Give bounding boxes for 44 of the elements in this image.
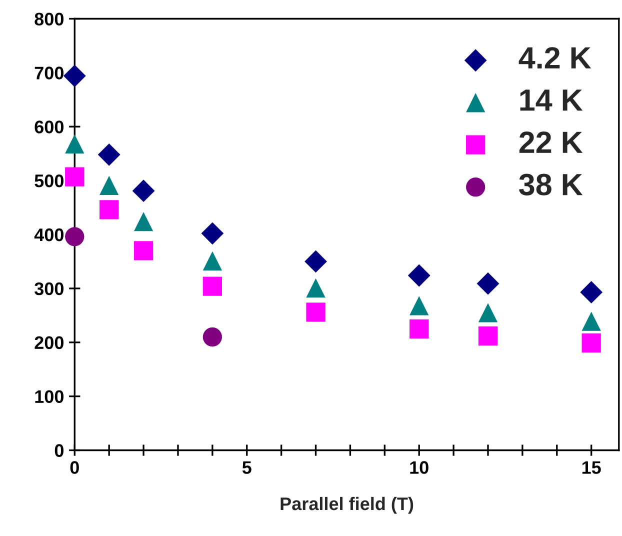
legend-label: 22 K — [519, 132, 583, 153]
legend-label: 38 K — [519, 174, 583, 196]
point — [63, 64, 86, 88]
point — [202, 251, 222, 270]
y-tick-label: 200 — [34, 336, 64, 350]
point — [132, 180, 155, 202]
point — [98, 143, 120, 166]
x-tick-label: 10 — [410, 461, 428, 474]
x-axis-title: Parallel field (T) — [280, 496, 414, 514]
point — [410, 319, 429, 338]
y-tick-label: 600 — [34, 120, 64, 134]
x-tick-label: 0 — [70, 461, 79, 474]
point — [100, 200, 119, 220]
point — [134, 212, 154, 232]
point — [201, 222, 224, 245]
y-tick-label: 0 — [54, 444, 64, 457]
y-tick-label: 700 — [34, 66, 64, 80]
point — [478, 303, 498, 322]
point — [100, 176, 119, 195]
x-tick-label: 5 — [242, 461, 252, 474]
point — [304, 250, 327, 273]
point — [134, 241, 154, 260]
y-tick-label: 300 — [34, 282, 64, 296]
point — [202, 327, 222, 347]
point — [408, 264, 430, 287]
point — [65, 134, 84, 154]
y-tick-label: 500 — [34, 174, 64, 188]
point — [202, 276, 222, 296]
point — [582, 312, 601, 331]
point — [476, 272, 500, 295]
y-tick-label: 100 — [35, 390, 64, 404]
point — [410, 296, 429, 316]
x-tick-label: 15 — [582, 461, 601, 474]
point — [580, 281, 603, 304]
point — [306, 302, 326, 322]
point — [65, 167, 84, 186]
point — [306, 278, 326, 298]
y-tick-label: 400 — [34, 228, 64, 242]
y-tick-label: 800 — [34, 12, 64, 26]
legend-label: 4.2 K — [518, 47, 592, 68]
point — [478, 326, 498, 346]
point — [65, 227, 84, 246]
point — [582, 333, 601, 352]
legend-label: 14 K — [520, 90, 583, 111]
